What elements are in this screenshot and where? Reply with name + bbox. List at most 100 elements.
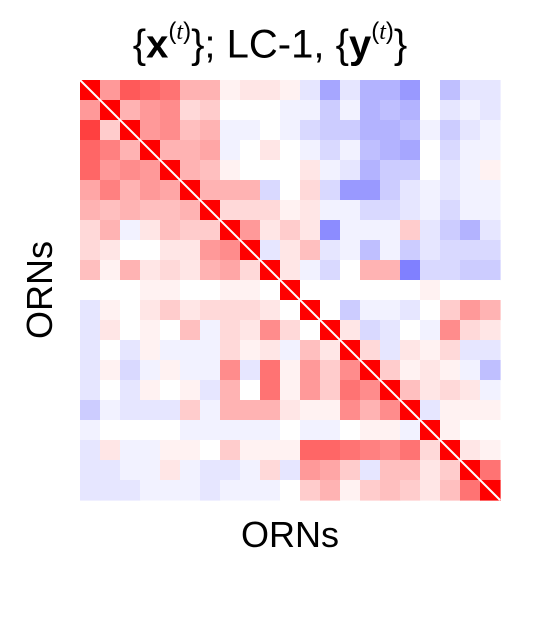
heatmap-cell-r4-c0 [80, 160, 101, 181]
heatmap-cell-r12-c0 [80, 320, 101, 341]
heatmap-cell-r17-c20 [480, 420, 501, 441]
heatmap-cell-r17-c16 [400, 420, 421, 441]
heatmap-cell-r9-c6 [200, 260, 221, 281]
heatmap-cell-r19-c6 [200, 460, 221, 481]
heatmap-cell-r20-c8 [240, 480, 261, 501]
heatmap-cell-r17-c12 [320, 420, 341, 441]
heatmap-cell-r19-c17 [420, 460, 441, 481]
heatmap-cell-r13-c8 [240, 340, 261, 361]
heatmap-cell-r4-c2 [120, 160, 141, 181]
heatmap-cell-r11-c4 [160, 300, 181, 321]
heatmap-cell-r19-c18 [440, 460, 461, 481]
heatmap-cell-r8-c6 [200, 240, 221, 261]
heatmap-cell-r13-c12 [320, 340, 341, 361]
heatmap-cell-r18-c5 [180, 440, 201, 461]
heatmap-cell-r2-c11 [300, 120, 321, 141]
heatmap-cell-r11-c10 [280, 300, 301, 321]
heatmap-cell-r9-c5 [180, 260, 201, 281]
heatmap-cell-r13-c20 [480, 340, 501, 361]
heatmap-cell-r6-c16 [400, 200, 421, 221]
heatmap-cell-r11-c2 [120, 300, 141, 321]
heatmap-cell-r17-c18 [440, 420, 461, 441]
heatmap-cell-r6-c2 [120, 200, 141, 221]
heatmap-cell-r16-c11 [300, 400, 321, 421]
heatmap-cell-r15-c7 [220, 380, 241, 401]
heatmap-cell-r16-c1 [100, 400, 121, 421]
heatmap-cell-r2-c6 [200, 120, 221, 141]
heatmap-cell-r13-c5 [180, 340, 201, 361]
heatmap-cell-r4-c15 [380, 160, 401, 181]
heatmap-cell-r11-c7 [220, 300, 241, 321]
heatmap-cell-r8-c7 [220, 240, 241, 261]
heatmap-cell-r1-c10 [280, 100, 301, 121]
heatmap-cell-r4-c18 [440, 160, 461, 181]
heatmap-cell-r14-c8 [240, 360, 261, 381]
heatmap-cell-r7-c2 [120, 220, 141, 241]
heatmap-cell-r18-c12 [320, 440, 341, 461]
heatmap-cell-r9-c19 [460, 260, 481, 281]
heatmap-cell-r13-c7 [220, 340, 241, 361]
heatmap-cell-r5-c20 [480, 180, 501, 201]
heatmap-cell-r18-c19 [460, 440, 481, 461]
heatmap-cell-r9-c14 [360, 260, 381, 281]
heatmap-cell-r6-c20 [480, 200, 501, 221]
title-x-symbol: x [146, 22, 169, 67]
heatmap-cell-r18-c13 [340, 440, 361, 461]
heatmap-cell-r16-c17 [420, 400, 441, 421]
heatmap-cell-r14-c11 [300, 360, 321, 381]
heatmap-cell-r5-c13 [340, 180, 361, 201]
heatmap-cell-r0-c20 [480, 80, 501, 101]
heatmap-cell-r17-c4 [160, 420, 181, 441]
heatmap-cell-r1-c17 [420, 100, 441, 121]
heatmap-cell-r12-c20 [480, 320, 501, 341]
heatmap-cell-r17-c11 [300, 420, 321, 441]
heatmap-cell-r20-c2 [120, 480, 141, 501]
heatmap-cell-r19-c8 [240, 460, 261, 481]
heatmap-cell-r20-c3 [140, 480, 161, 501]
heatmap-cell-r5-c3 [140, 180, 161, 201]
heatmap-cell-r5-c14 [360, 180, 381, 201]
heatmap-cell-r20-c1 [100, 480, 121, 501]
heatmap-cell-r0-c10 [280, 80, 301, 101]
heatmap-cell-r7-c4 [160, 220, 181, 241]
heatmap-cell-r14-c10 [280, 360, 301, 381]
heatmap-cell-r8-c0 [80, 240, 101, 261]
heatmap-cell-r7-c15 [380, 220, 401, 241]
heatmap-cell-r15-c17 [420, 380, 441, 401]
heatmap-cell-r13-c17 [420, 340, 441, 361]
heatmap-cell-r15-c14 [360, 380, 381, 401]
heatmap-cell-r9-c18 [440, 260, 461, 281]
heatmap-cell-r18-c6 [200, 440, 221, 461]
heatmap-cell-r19-c2 [120, 460, 141, 481]
heatmap-cell-r12-c16 [400, 320, 421, 341]
heatmap-cell-r11-c5 [180, 300, 201, 321]
heatmap-cell-r13-c15 [380, 340, 401, 361]
heatmap-cell-r16-c19 [460, 400, 481, 421]
title-y-symbol: y [348, 22, 372, 67]
heatmap-cell-r18-c11 [300, 440, 321, 461]
heatmap-cell-r15-c2 [120, 380, 141, 401]
heatmap-cell-r18-c1 [100, 440, 121, 461]
heatmap-cell-r18-c16 [400, 440, 421, 461]
heatmap-cell-r13-c0 [80, 340, 101, 361]
heatmap-cell-r15-c19 [460, 380, 481, 401]
heatmap-cell-r19-c10 [280, 460, 301, 481]
heatmap-cell-r15-c9 [260, 380, 281, 401]
heatmap-cell-r17-c5 [180, 420, 201, 441]
heatmap-cell-r6-c15 [380, 200, 401, 221]
heatmap-cell-r15-c6 [200, 380, 221, 401]
heatmap-cell-r9-c17 [420, 260, 441, 281]
heatmap-cell-r8-c20 [480, 240, 501, 261]
heatmap-cell-r3-c18 [440, 140, 461, 161]
heatmap-cell-r19-c15 [380, 460, 401, 481]
heatmap-cell-r10-c17 [420, 280, 441, 301]
heatmap-cell-r2-c5 [180, 120, 201, 141]
heatmap-cell-r12-c2 [120, 320, 141, 341]
heatmap-cell-r7-c17 [420, 220, 441, 241]
heatmap-cell-r0-c6 [200, 80, 221, 101]
heatmap-cell-r6-c7 [220, 200, 241, 221]
heatmap-cell-r4-c17 [420, 160, 441, 181]
heatmap-cell-r20-c7 [220, 480, 241, 501]
heatmap-cell-r7-c9 [260, 220, 281, 241]
heatmap-cell-r8-c18 [440, 240, 461, 261]
